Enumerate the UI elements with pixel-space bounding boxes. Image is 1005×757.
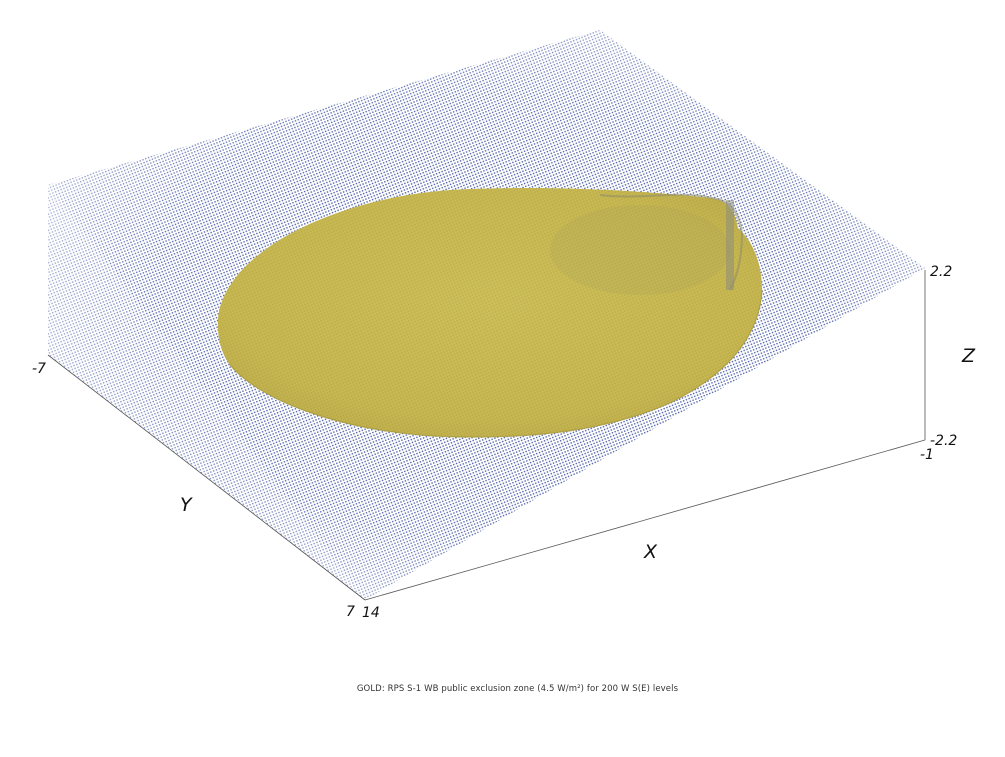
exclusion-zone-body (217, 187, 762, 438)
exclusion-zone-surface (217, 187, 763, 438)
y-axis-label: Y (180, 494, 193, 516)
z-tick-max: 2.2 (930, 264, 952, 280)
y-tick-min: -7 (32, 361, 46, 377)
z-axis-label: Z (961, 345, 976, 367)
exclusion-zone-rim (229, 289, 763, 438)
figure-caption: GOLD: RPS S-1 WB public exclusion zone (… (356, 684, 679, 694)
x-axis-line (364, 439, 926, 601)
x-tick-max: 14 (362, 605, 380, 621)
y-axis-line (47, 354, 366, 601)
axes-box (47, 270, 926, 601)
z-tick-min: -2.2 (930, 433, 957, 449)
x-axis-label: X (643, 541, 658, 563)
y-tick-max: 7 (346, 604, 355, 620)
x-tick-min: -1 (920, 447, 934, 463)
source-mast (726, 200, 734, 290)
shading-inner (550, 205, 730, 295)
